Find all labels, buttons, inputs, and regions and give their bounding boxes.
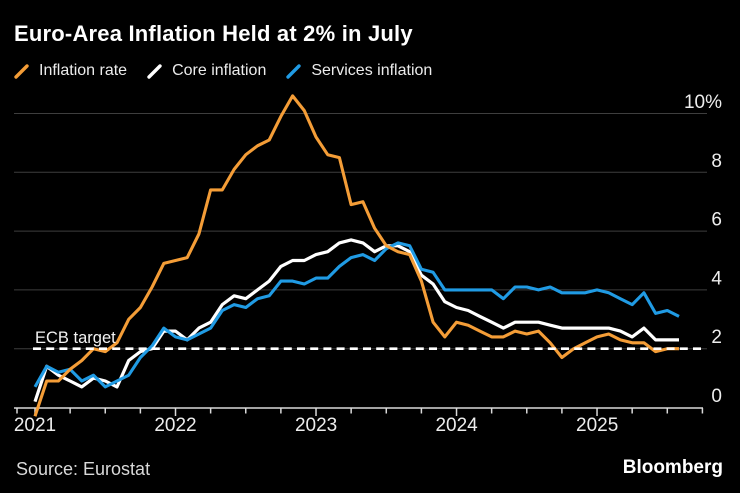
x-tick-label-2025: 2025 xyxy=(576,415,618,436)
core-inflation-line-icon xyxy=(147,63,162,79)
x-tick-label-2021: 2021 xyxy=(14,415,56,436)
bloomberg-logo: Bloomberg xyxy=(622,457,723,478)
legend-item-core-inflation: Core inflation xyxy=(146,62,266,80)
services-inflation-line-icon xyxy=(286,63,302,79)
legend-label-inflation-rate: Inflation rate xyxy=(39,62,128,79)
y-tick-label-4: 4 xyxy=(711,268,722,289)
chart-title: Euro-Area Inflation Held at 2% in July xyxy=(14,21,413,46)
x-axis xyxy=(14,407,704,416)
x-tick-label-2022: 2022 xyxy=(154,415,196,436)
series-line-0 xyxy=(33,94,679,417)
series-line-2 xyxy=(33,241,680,389)
gridlines xyxy=(14,113,707,350)
y-tick-label-6: 6 xyxy=(711,210,722,231)
legend-label-core-inflation: Core inflation xyxy=(172,62,267,79)
y-tick-label-0: 0 xyxy=(711,386,722,407)
ecb-target-label: ECB target xyxy=(35,329,116,347)
legend-label-services-inflation: Services inflation xyxy=(311,62,433,79)
y-tick-label-10: 10% xyxy=(684,92,722,113)
x-tick-label-2023: 2023 xyxy=(295,415,337,436)
inflation-rate-line-icon xyxy=(14,63,29,79)
chart-legend: Inflation rate Core inflation Services i… xyxy=(13,62,432,80)
legend-item-inflation-rate: Inflation rate xyxy=(13,62,127,80)
x-tick-label-2024: 2024 xyxy=(435,415,478,436)
legend-item-services-inflation: Services inflation xyxy=(285,62,432,80)
source-note: Source: Eurostat xyxy=(16,459,151,479)
axis-labels: 0 2 4 6 8 10% 2021 2022 2023 2024 2025 E… xyxy=(14,92,723,436)
y-tick-label-8: 8 xyxy=(711,151,722,172)
series-line-1 xyxy=(33,238,679,403)
y-tick-label-2: 2 xyxy=(711,327,722,348)
data-lines xyxy=(33,94,680,417)
